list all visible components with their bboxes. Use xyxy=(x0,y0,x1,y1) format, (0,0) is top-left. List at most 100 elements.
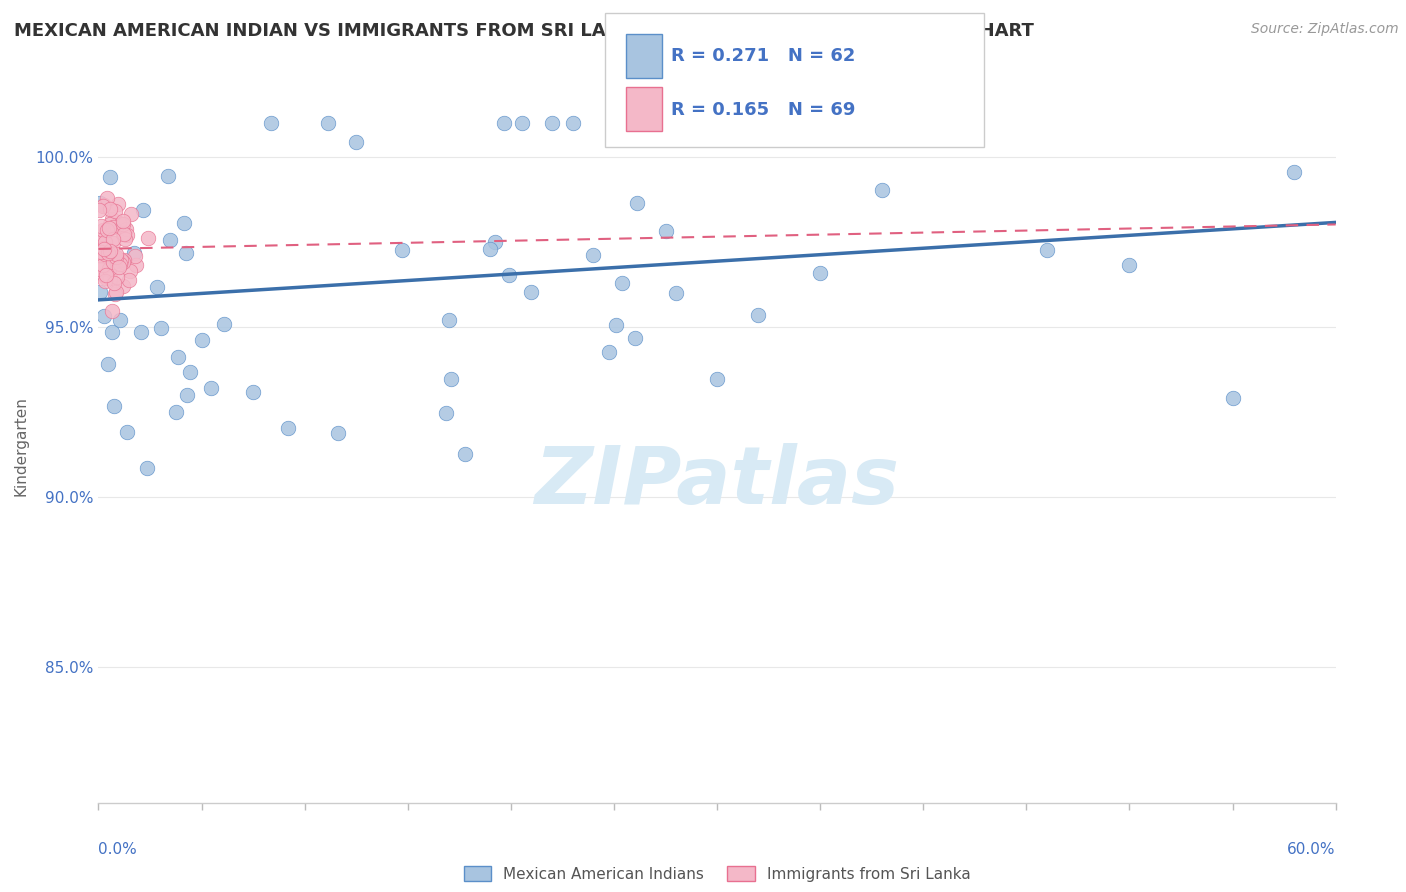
Point xyxy=(605,318,627,333)
Point xyxy=(512,116,534,130)
Point xyxy=(166,350,188,364)
Point xyxy=(125,258,148,272)
Point xyxy=(90,219,112,234)
Point xyxy=(541,116,564,130)
Point xyxy=(120,207,142,221)
Point xyxy=(706,372,728,386)
Point xyxy=(124,249,146,263)
Point xyxy=(191,333,214,347)
Point xyxy=(316,116,339,130)
Point xyxy=(91,241,114,255)
Text: MEXICAN AMERICAN INDIAN VS IMMIGRANTS FROM SRI LANKA KINDERGARTEN CORRELATION CH: MEXICAN AMERICAN INDIAN VS IMMIGRANTS FR… xyxy=(14,22,1033,40)
Point xyxy=(665,286,688,301)
Point xyxy=(93,258,115,272)
Point xyxy=(96,191,118,205)
Point xyxy=(212,318,235,332)
Point xyxy=(111,278,134,293)
Point xyxy=(484,235,506,249)
Point xyxy=(179,365,201,379)
Point xyxy=(437,312,460,326)
Point xyxy=(101,326,124,340)
Point xyxy=(105,250,128,264)
Point xyxy=(953,116,976,130)
Point xyxy=(176,387,198,401)
Point xyxy=(98,202,121,216)
Point xyxy=(135,461,157,475)
Point xyxy=(97,245,120,260)
Point xyxy=(623,330,645,344)
Point xyxy=(107,197,129,211)
Point xyxy=(98,271,121,285)
Point xyxy=(112,252,135,267)
Point xyxy=(103,400,125,414)
Point xyxy=(114,232,136,246)
Point xyxy=(391,243,413,257)
Point xyxy=(89,203,111,218)
Point xyxy=(103,277,125,291)
Point xyxy=(112,217,135,231)
Point xyxy=(96,222,118,236)
Point xyxy=(101,247,124,261)
Point xyxy=(105,269,128,284)
Legend: Mexican American Indians, Immigrants from Sri Lanka: Mexican American Indians, Immigrants fro… xyxy=(457,860,977,888)
Point xyxy=(118,264,141,278)
Point xyxy=(101,212,124,227)
Point xyxy=(117,425,139,440)
Point xyxy=(200,380,222,394)
Point xyxy=(117,273,139,287)
Point xyxy=(94,274,117,288)
Point xyxy=(90,249,112,263)
Point xyxy=(520,285,543,300)
Point xyxy=(129,325,152,339)
Point xyxy=(104,287,127,301)
Point xyxy=(96,271,118,285)
Point xyxy=(100,221,122,235)
Point xyxy=(277,421,299,435)
Point xyxy=(434,406,457,420)
Point xyxy=(344,135,367,149)
Point xyxy=(101,236,124,251)
Point xyxy=(808,266,831,280)
Point xyxy=(655,224,678,238)
Point xyxy=(494,116,516,130)
Point xyxy=(454,447,477,461)
Point xyxy=(479,242,502,256)
Point xyxy=(91,222,114,236)
Point xyxy=(93,309,115,323)
Point xyxy=(112,213,135,227)
Point xyxy=(561,116,583,130)
Point xyxy=(136,231,159,245)
Point xyxy=(93,247,115,261)
Point xyxy=(93,198,115,212)
Point xyxy=(156,169,179,184)
Point xyxy=(91,239,114,253)
Point xyxy=(326,426,349,441)
Y-axis label: Kindergarten: Kindergarten xyxy=(14,396,28,496)
Point xyxy=(870,183,893,197)
Point xyxy=(498,268,520,282)
Point xyxy=(98,244,121,258)
Point xyxy=(107,260,129,274)
Point xyxy=(610,276,633,290)
Point xyxy=(108,312,131,326)
Point xyxy=(159,234,181,248)
Point xyxy=(1222,391,1244,405)
Point xyxy=(96,268,118,282)
Point xyxy=(110,252,132,267)
Point xyxy=(89,250,111,264)
Point xyxy=(176,246,198,260)
Point xyxy=(242,384,264,399)
Text: R = 0.165   N = 69: R = 0.165 N = 69 xyxy=(671,101,855,119)
Point xyxy=(132,202,155,217)
Point xyxy=(1284,164,1306,178)
Point xyxy=(94,235,117,250)
Point xyxy=(1036,243,1059,257)
Point xyxy=(117,228,139,243)
Point xyxy=(103,220,125,235)
Point xyxy=(112,255,135,269)
Point xyxy=(173,216,195,230)
Point xyxy=(103,232,125,246)
Point xyxy=(626,196,648,211)
Text: 0.0%: 0.0% xyxy=(98,842,138,857)
Point xyxy=(90,245,112,260)
